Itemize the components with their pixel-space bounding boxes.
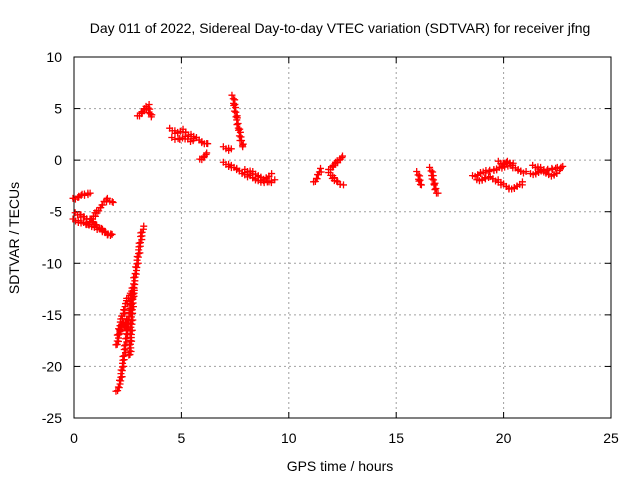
data-point xyxy=(127,320,135,328)
data-point xyxy=(116,326,124,334)
data-point xyxy=(203,149,211,157)
data-point xyxy=(126,330,134,338)
data-point xyxy=(114,387,122,395)
x-tick-label: 20 xyxy=(496,430,512,446)
y-tick-label: 10 xyxy=(46,49,62,65)
data-point xyxy=(128,306,136,314)
data-point xyxy=(522,168,530,176)
y-tick-label: -20 xyxy=(42,358,62,374)
data-point xyxy=(434,189,442,197)
data-point xyxy=(98,201,106,209)
x-tick-label: 0 xyxy=(70,430,78,446)
y-tick-label: -5 xyxy=(50,204,63,220)
data-point xyxy=(236,125,244,133)
data-point xyxy=(108,198,116,206)
data-point xyxy=(129,295,137,303)
data-point xyxy=(132,263,140,271)
data-point xyxy=(340,181,347,189)
data-point xyxy=(417,181,425,189)
y-axis-title: SDTVAR / TECUs xyxy=(6,182,22,294)
y-tick-label: -25 xyxy=(42,410,62,426)
data-point xyxy=(80,190,88,198)
data-point xyxy=(415,177,423,185)
x-tick-labels: 0 5 10 15 20 25 xyxy=(70,430,619,446)
data-point xyxy=(238,137,246,145)
data-point xyxy=(333,177,341,185)
data-point xyxy=(136,239,144,247)
axis-tick-marks xyxy=(73,56,612,419)
data-point xyxy=(426,163,434,171)
data-point xyxy=(502,158,510,166)
data-point xyxy=(239,143,247,151)
data-point xyxy=(146,110,154,118)
data-point xyxy=(131,270,139,278)
data-point xyxy=(116,376,124,384)
data-point xyxy=(232,113,240,121)
data-point xyxy=(233,121,241,129)
y-tick-label: 5 xyxy=(54,101,62,117)
x-axis-title: GPS time / hours xyxy=(287,458,394,474)
data-points xyxy=(69,91,567,395)
data-point xyxy=(114,383,122,391)
x-tick-label: 10 xyxy=(281,430,297,446)
data-point xyxy=(106,231,114,239)
data-point xyxy=(317,168,325,176)
data-point xyxy=(133,253,141,261)
data-point xyxy=(268,170,276,178)
data-point xyxy=(189,137,197,145)
data-point xyxy=(555,166,563,174)
y-tick-labels: -25 -20 -15 -10 -5 0 5 10 xyxy=(42,49,62,426)
plot-area-frame xyxy=(73,56,612,419)
data-point xyxy=(267,177,275,185)
data-point xyxy=(204,140,212,148)
data-point xyxy=(102,196,110,204)
data-point xyxy=(120,306,128,314)
data-point xyxy=(128,326,136,334)
data-point xyxy=(312,174,320,182)
data-point xyxy=(117,366,125,374)
x-tick-label: 5 xyxy=(178,430,186,446)
data-point xyxy=(317,164,325,172)
data-point xyxy=(339,152,346,160)
data-point xyxy=(138,228,146,236)
data-point xyxy=(109,198,117,206)
y-tick-label: -10 xyxy=(42,255,62,271)
data-point xyxy=(97,224,105,232)
data-point xyxy=(518,178,526,186)
data-point xyxy=(118,373,126,381)
data-point xyxy=(428,175,436,183)
data-point xyxy=(557,163,565,171)
data-point xyxy=(228,91,236,99)
chart-title: Day 011 of 2022, Sidereal Day-to-day VTE… xyxy=(90,20,591,36)
data-point xyxy=(134,259,142,267)
data-point xyxy=(140,222,148,230)
data-point xyxy=(230,107,238,115)
data-point xyxy=(147,113,155,121)
data-point xyxy=(231,100,239,108)
y-tick-label: -15 xyxy=(42,307,62,323)
x-tick-label: 25 xyxy=(603,430,619,446)
data-point xyxy=(549,166,557,174)
data-point xyxy=(559,162,567,170)
data-point xyxy=(227,145,235,153)
data-point xyxy=(120,362,128,370)
data-point xyxy=(413,168,421,176)
grid-lines xyxy=(74,57,611,418)
data-point xyxy=(126,337,134,345)
data-point xyxy=(271,176,279,184)
data-point xyxy=(130,284,138,292)
data-point xyxy=(431,186,439,194)
data-point xyxy=(136,249,144,257)
x-tick-label: 15 xyxy=(388,430,404,446)
data-point xyxy=(120,352,128,360)
data-point xyxy=(509,159,517,167)
data-point xyxy=(485,174,493,182)
data-point xyxy=(129,316,137,324)
data-point xyxy=(126,347,134,355)
data-point xyxy=(86,189,94,197)
y-tick-label: 0 xyxy=(54,152,62,168)
data-point xyxy=(481,175,489,183)
